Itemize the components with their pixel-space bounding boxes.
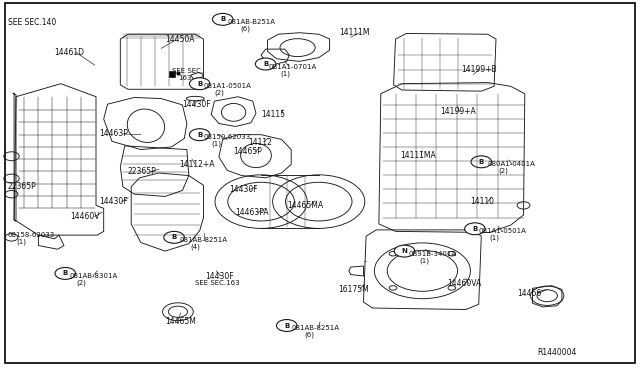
- Text: B: B: [197, 132, 202, 138]
- Text: 14460VA: 14460VA: [447, 279, 481, 288]
- Text: (1): (1): [490, 235, 500, 241]
- Text: 14112+A: 14112+A: [179, 160, 214, 169]
- Text: 14465MA: 14465MA: [287, 201, 323, 210]
- Text: 14110: 14110: [470, 197, 494, 206]
- Text: 14450A: 14450A: [165, 35, 195, 44]
- Text: 080A1-0401A: 080A1-0401A: [488, 161, 536, 167]
- Text: 22365P: 22365P: [8, 182, 36, 191]
- Text: 081A1-0501A: 081A1-0501A: [204, 83, 252, 89]
- Text: 14199+B: 14199+B: [461, 65, 497, 74]
- Text: (4): (4): [191, 243, 200, 250]
- Text: (1): (1): [280, 70, 291, 77]
- Text: 081AB-8251A: 081AB-8251A: [179, 237, 227, 243]
- Text: (2): (2): [214, 90, 224, 96]
- Text: (2): (2): [77, 279, 86, 286]
- Text: B: B: [197, 81, 202, 87]
- Text: (2): (2): [498, 168, 508, 174]
- Text: SEE SEC.: SEE SEC.: [172, 68, 203, 74]
- Text: 14115: 14115: [261, 110, 285, 119]
- Circle shape: [276, 320, 297, 331]
- Text: (6): (6): [240, 26, 250, 32]
- Text: B: B: [263, 61, 268, 67]
- Text: 14430F: 14430F: [182, 100, 211, 109]
- Circle shape: [55, 267, 76, 279]
- Text: 14461D: 14461D: [54, 48, 84, 57]
- Text: B: B: [479, 159, 484, 165]
- Text: B: B: [220, 16, 225, 22]
- Circle shape: [164, 231, 184, 243]
- Text: 22365P: 22365P: [128, 167, 157, 176]
- Text: 0B1A1-0701A: 0B1A1-0701A: [269, 64, 317, 70]
- Text: 14463P: 14463P: [99, 129, 128, 138]
- Text: 16175M: 16175M: [338, 285, 369, 294]
- Text: 08150-62033: 08150-62033: [204, 134, 251, 140]
- Text: 163: 163: [178, 75, 191, 81]
- Text: B: B: [172, 234, 177, 240]
- Circle shape: [212, 13, 233, 25]
- Text: R1440004: R1440004: [538, 348, 577, 357]
- Text: 14199+A: 14199+A: [440, 107, 476, 116]
- Text: (6): (6): [304, 331, 314, 338]
- Text: B: B: [472, 226, 477, 232]
- Text: (1): (1): [16, 238, 26, 245]
- Text: 14465P: 14465P: [234, 147, 262, 156]
- Text: (1): (1): [419, 257, 429, 264]
- Circle shape: [394, 245, 415, 257]
- Text: SEE SEC.140: SEE SEC.140: [8, 18, 56, 27]
- Text: 081A1-0501A: 081A1-0501A: [479, 228, 527, 234]
- Text: 14463PA: 14463PA: [236, 208, 269, 217]
- Circle shape: [465, 223, 485, 235]
- Circle shape: [255, 58, 276, 70]
- Text: 14430F: 14430F: [229, 185, 258, 194]
- Text: 14111M: 14111M: [339, 28, 370, 37]
- Text: N: N: [401, 248, 408, 254]
- Text: 14466: 14466: [517, 289, 541, 298]
- Circle shape: [471, 156, 492, 168]
- Text: 0B91B-3401A: 0B91B-3401A: [408, 251, 456, 257]
- Circle shape: [189, 129, 210, 141]
- Text: B: B: [63, 270, 68, 276]
- Text: 081AB-B251A: 081AB-B251A: [227, 19, 275, 25]
- Text: 14112: 14112: [248, 138, 272, 147]
- Circle shape: [189, 78, 210, 90]
- Text: 081AB-8251A: 081AB-8251A: [291, 325, 339, 331]
- Text: 14465M: 14465M: [165, 317, 196, 326]
- Text: B: B: [284, 323, 289, 328]
- Text: (1): (1): [211, 140, 221, 147]
- Text: 14430F: 14430F: [205, 272, 234, 280]
- Text: 14460V: 14460V: [70, 212, 100, 221]
- Text: SEE SEC.163: SEE SEC.163: [195, 280, 240, 286]
- Text: 14430F: 14430F: [99, 197, 128, 206]
- Text: 14111MA: 14111MA: [400, 151, 436, 160]
- Text: 081AB-8301A: 081AB-8301A: [69, 273, 117, 279]
- Text: 08158-62033: 08158-62033: [8, 232, 55, 238]
